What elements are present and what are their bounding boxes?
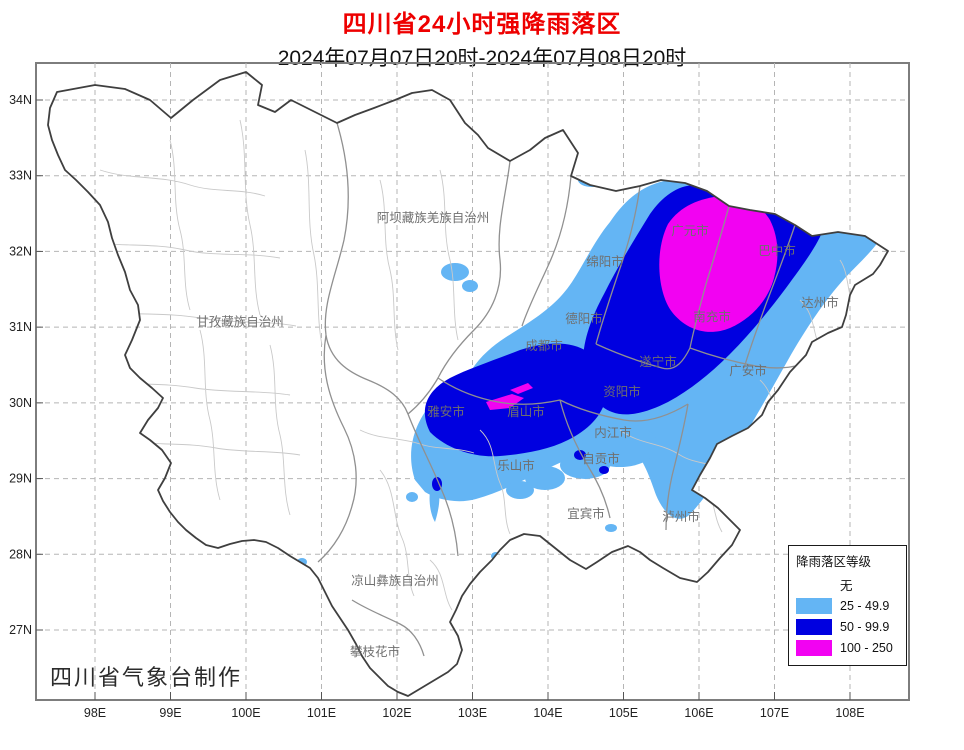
legend-swatch	[796, 639, 832, 656]
legend-swatch	[796, 597, 832, 614]
lon-tick-label: 106E	[684, 706, 713, 720]
map-label: 自贡市	[582, 451, 620, 466]
legend-box: 降雨落区等级 无 25 - 49.9 50 - 99.9 100 - 250	[788, 545, 907, 666]
legend-title: 降雨落区等级	[796, 555, 872, 569]
lon-tick-label: 103E	[458, 706, 487, 720]
legend-label: 25 - 49.9	[840, 598, 890, 613]
lat-tick-label: 30N	[9, 396, 32, 410]
map-label: 遂宁市	[639, 354, 677, 369]
legend-label: 100 - 250	[840, 640, 893, 655]
map-label: 德阳市	[565, 311, 603, 326]
map-label: 乐山市	[497, 458, 535, 473]
lat-tick-label: 27N	[9, 623, 32, 637]
map-label: 阿坝藏族羌族自治州	[377, 211, 490, 225]
legend-item: 50 - 99.9	[796, 616, 900, 637]
lon-tick-label: 98E	[84, 706, 106, 720]
lat-tick-label: 33N	[9, 169, 32, 183]
lon-tick-label: 104E	[533, 706, 562, 720]
map-label: 泸州市	[662, 509, 700, 524]
legend-swatch	[796, 618, 832, 635]
lon-tick-label: 99E	[159, 706, 181, 720]
map-label: 雅安市	[427, 404, 465, 419]
legend-rows: 无 25 - 49.9 50 - 99.9 100 - 250	[796, 574, 900, 658]
credit-text: 四川省气象台制作	[50, 665, 243, 690]
map-label: 巴中市	[758, 243, 796, 258]
lat-tick-label: 31N	[9, 320, 32, 334]
rainfall-layers	[79, 119, 884, 657]
map-label: 资阳市	[603, 384, 641, 399]
legend-swatch	[796, 576, 832, 593]
lon-tick-label: 108E	[835, 706, 864, 720]
rain-extreme-layer	[486, 195, 778, 410]
lat-tick-label: 34N	[9, 93, 32, 107]
lat-tick-label: 32N	[9, 244, 32, 258]
map-label: 凉山彝族自治州	[351, 573, 439, 588]
legend-label: 无	[840, 579, 853, 593]
valid-time-range: 2024年07月07日20时-2024年07月08日20时	[277, 47, 687, 70]
lat-tick-label: 28N	[9, 547, 32, 561]
lon-tick-label: 100E	[231, 706, 260, 720]
legend-item: 25 - 49.9	[796, 595, 900, 616]
legend-item: 无	[796, 574, 900, 595]
lon-tick-label: 101E	[307, 706, 336, 720]
map-label: 绵阳市	[586, 254, 624, 269]
map-label: 宜宾市	[567, 506, 605, 521]
map-label: 达州市	[801, 295, 839, 310]
lon-tick-label: 102E	[382, 706, 411, 720]
map-label: 广元市	[671, 223, 709, 238]
map-header: 四川省24小时强降雨落区 2024年07月07日20时-2024年07月08日2…	[0, 0, 964, 72]
map-label: 内江市	[594, 425, 632, 440]
lon-tick-label: 105E	[609, 706, 638, 720]
axis-labels: 98E 99E 100E 101E 102E 103E 104E 105E 106E 107E 10…	[9, 93, 865, 720]
legend-label: 50 - 99.9	[840, 619, 890, 634]
map-label: 成都市	[525, 338, 563, 353]
map-label: 攀枝花市	[350, 644, 400, 659]
map-label: 广安市	[729, 363, 767, 378]
map-label: 甘孜藏族自治州	[196, 315, 284, 329]
prefecture-boundaries	[317, 122, 819, 657]
map-label: 南充市	[693, 309, 731, 324]
province-boundary	[47, 71, 889, 697]
legend-item: 100 - 250	[796, 637, 900, 658]
lon-tick-label: 107E	[760, 706, 789, 720]
axis-ticks	[36, 99, 851, 700]
map-label: 眉山市	[507, 404, 545, 419]
lat-tick-label: 29N	[9, 472, 32, 486]
page-title: 四川省24小时强降雨落区	[342, 11, 622, 38]
